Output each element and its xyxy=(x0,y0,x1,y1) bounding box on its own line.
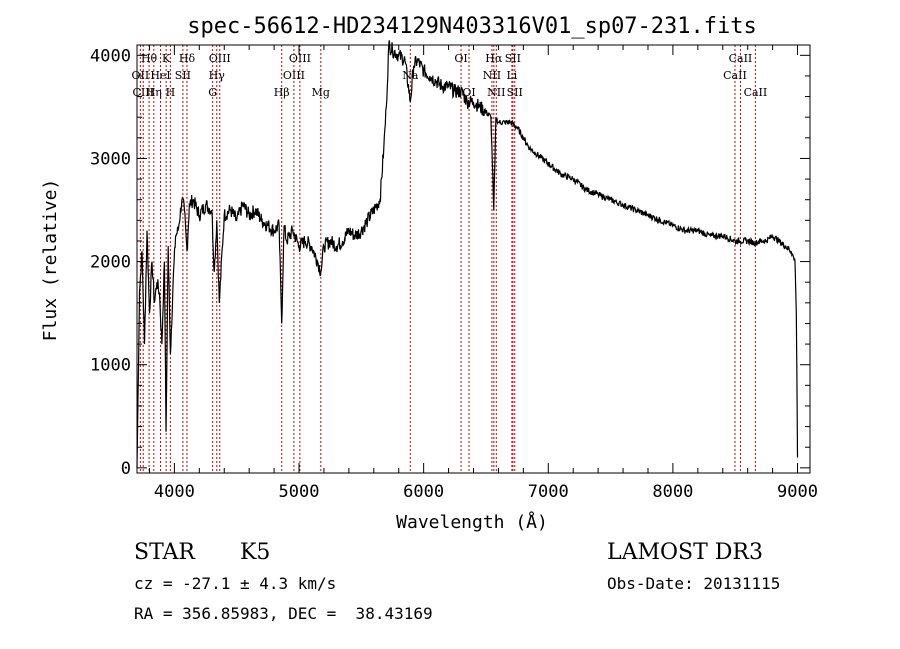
line-label-20: Hα xyxy=(485,52,503,65)
line-label-16: Na xyxy=(402,69,419,82)
x-tick-label: 8000 xyxy=(652,482,693,502)
survey-name: LAMOST DR3 xyxy=(607,540,763,565)
line-label-8: Hδ xyxy=(179,52,196,65)
line-label-27: CaII xyxy=(744,86,768,99)
x-tick-label: 4000 xyxy=(154,482,195,502)
line-label-21: NII xyxy=(487,86,505,99)
line-label-4: HeI xyxy=(150,69,170,82)
x-tick-label: 6000 xyxy=(403,482,444,502)
plot-frame xyxy=(136,44,811,474)
y-tick-label: 3000 xyxy=(90,149,131,169)
coordinates: RA = 356.85983, DEC = 38.43169 xyxy=(134,604,433,623)
object-class: STAR xyxy=(134,540,195,565)
x-axis-label: Wavelength (Å) xyxy=(396,511,548,533)
line-label-25: CaII xyxy=(723,69,747,82)
observation-date: Obs-Date: 20131115 xyxy=(607,574,781,593)
line-label-14: OIII xyxy=(289,52,311,65)
line-label-24: SII xyxy=(507,86,523,99)
line-label-3: Hη xyxy=(146,86,162,99)
spectrum-series-line xyxy=(136,40,799,468)
line-label-15: Mg xyxy=(312,86,330,99)
y-axis: 0 1000 2000 3000 4000 xyxy=(90,46,810,479)
line-label-19: NII xyxy=(483,69,501,82)
line-label-13: OIII xyxy=(283,69,305,82)
x-tick-label: 7000 xyxy=(528,482,569,502)
x-axis: 4000 5000 6000 7000 8000 9000 xyxy=(148,45,818,502)
redshift-velocity: cz = -27.1 ± 4.3 km/s xyxy=(134,574,337,593)
y-tick-label: 0 xyxy=(121,459,131,479)
line-label-5: K xyxy=(162,52,171,65)
spectral-line-markers xyxy=(139,45,756,473)
y-tick-label: 1000 xyxy=(90,356,131,376)
line-label-23: SII xyxy=(505,52,521,65)
line-label-9: G xyxy=(208,86,217,99)
line-label-12: Hβ xyxy=(274,86,290,99)
line-label-17: OI xyxy=(454,52,467,65)
subclass: K5 xyxy=(240,540,271,565)
chart-title: spec-56612-HD234129N403316V01_sp07-231.f… xyxy=(187,14,757,39)
x-tick-label: 5000 xyxy=(279,482,320,502)
line-label-2: Hθ xyxy=(141,52,158,65)
line-label-1: CIII xyxy=(133,86,154,99)
y-axis-label: Flux (relative) xyxy=(40,179,61,342)
line-label-6: H xyxy=(166,86,176,99)
y-tick-label: 2000 xyxy=(90,253,131,273)
line-label-22: Li xyxy=(506,69,517,82)
spectral-line-labels: OIICIIIHθHηHeIKHSIIHδGHγOIIIHβOIIIOIIIMg… xyxy=(132,52,768,99)
x-tick-label: 9000 xyxy=(777,482,818,502)
line-label-11: OIII xyxy=(209,52,231,65)
line-label-26: CaII xyxy=(729,52,753,65)
line-label-7: SII xyxy=(175,69,191,82)
line-label-18: OI xyxy=(462,86,475,99)
y-tick-label: 4000 xyxy=(90,46,131,66)
line-label-10: Hγ xyxy=(209,69,226,82)
